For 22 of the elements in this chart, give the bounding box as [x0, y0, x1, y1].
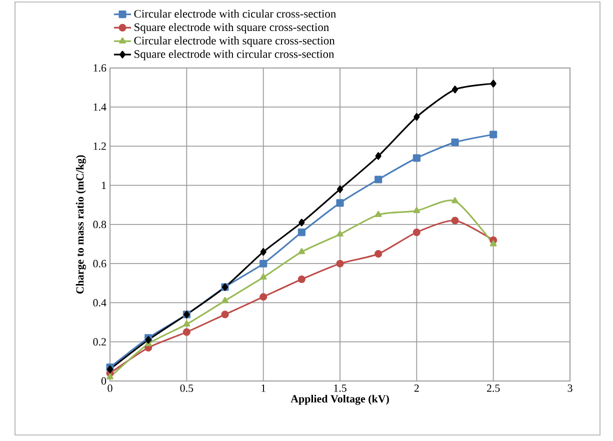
- y-tick-label: 0.8: [93, 220, 106, 228]
- legend-label: Circular electrode with cicular cross-section: [134, 10, 336, 18]
- legend-label: Square electrode with circular cross-section: [134, 50, 334, 60]
- x-tick-label: 1.5: [334, 384, 346, 392]
- y-tick-label: 1.6: [94, 64, 106, 72]
- x-tick-label: 2: [414, 384, 419, 392]
- y-axis-title: Charge to mass ratio (mC/kg): [76, 155, 86, 294]
- x-tick-label: 2.5: [486, 384, 500, 392]
- x-axis-title: Applied Voltage (kV): [290, 394, 389, 405]
- x-tick-label: 3: [568, 384, 572, 392]
- legend-label: Circular electrode with square cross-section: [134, 36, 335, 47]
- y-tick-label: 1.2: [94, 142, 106, 150]
- x-tick-label: 0.5: [180, 384, 194, 392]
- y-tick-label: 0: [101, 377, 106, 385]
- legend-label: Square electrode with square cross-section: [134, 23, 329, 34]
- x-tick-label: 0: [108, 384, 112, 392]
- y-tick-label: 1.4: [94, 103, 106, 111]
- y-tick-label: 1: [102, 182, 106, 189]
- y-tick-label: 0.2: [93, 338, 106, 346]
- y-tick-label: 0.6: [93, 260, 106, 268]
- y-tick-label: 0.4: [93, 299, 106, 306]
- x-tick-label: 1: [262, 384, 266, 392]
